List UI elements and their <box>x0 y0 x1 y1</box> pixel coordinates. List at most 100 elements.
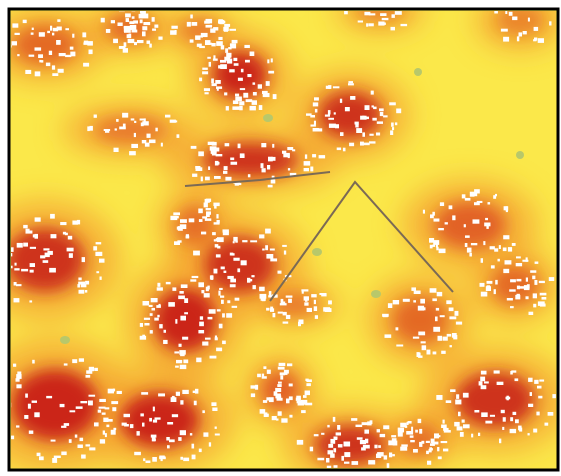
speckle <box>305 391 310 396</box>
speckle <box>111 401 118 404</box>
speckle <box>231 162 238 165</box>
speckle <box>40 255 45 258</box>
speckle <box>328 300 332 304</box>
speckle <box>202 216 207 218</box>
speckle <box>340 132 344 136</box>
speckle <box>100 439 105 443</box>
speckle <box>220 296 224 298</box>
speckle <box>101 18 105 23</box>
speckle <box>277 384 281 387</box>
speckle <box>213 59 218 61</box>
speckle <box>427 350 431 355</box>
speckle <box>196 358 201 363</box>
speckle <box>247 278 250 283</box>
speckle <box>21 269 28 272</box>
speckle <box>53 28 58 32</box>
speckle <box>437 447 439 451</box>
speckle <box>105 407 110 409</box>
speckle <box>391 123 394 127</box>
speckle <box>260 294 267 299</box>
speckle <box>166 437 170 441</box>
speckle <box>157 315 159 318</box>
speckle <box>211 402 216 406</box>
speckle <box>140 20 143 24</box>
speckle <box>268 71 274 74</box>
speckle <box>422 345 427 350</box>
speckle <box>179 291 183 294</box>
speckle <box>449 316 456 319</box>
page: {} (() => { const NS = 'http://www.w3.or… <box>0 0 561 476</box>
speckle <box>199 449 202 453</box>
speckle <box>187 22 191 27</box>
speckle <box>268 185 273 188</box>
speckle <box>198 330 204 333</box>
speckle <box>512 243 516 246</box>
speckle <box>208 317 213 320</box>
speckle <box>234 63 239 66</box>
speckle <box>503 269 509 273</box>
speckle <box>210 356 217 359</box>
speckle <box>218 19 223 24</box>
speckle <box>396 345 403 347</box>
speckle <box>67 248 74 252</box>
speckle <box>217 88 219 91</box>
speckle <box>86 370 92 374</box>
speckle <box>247 74 251 77</box>
speckle <box>284 251 286 255</box>
speckle <box>313 102 318 106</box>
speckle <box>197 44 202 47</box>
speckle <box>501 410 505 413</box>
speckle <box>52 458 57 463</box>
speckle <box>509 12 513 16</box>
speckle <box>142 14 149 19</box>
speckle <box>464 224 466 227</box>
speckle <box>548 412 554 416</box>
speckle <box>477 201 483 203</box>
speckle <box>465 235 470 238</box>
speckle <box>438 228 444 230</box>
speckle <box>201 177 203 182</box>
speckle <box>437 292 443 296</box>
speckle <box>507 396 509 401</box>
speckle <box>77 284 80 287</box>
green-spot <box>371 290 381 298</box>
speckle <box>328 118 334 120</box>
speckle <box>201 232 206 235</box>
speckle <box>261 163 264 168</box>
speckle <box>32 360 35 364</box>
speckle <box>35 47 42 50</box>
red-blob <box>212 51 268 99</box>
speckle <box>485 421 492 424</box>
speckle <box>184 298 188 303</box>
speckle <box>140 323 143 327</box>
speckle <box>491 265 495 268</box>
speckle <box>418 306 424 311</box>
speckle <box>113 39 118 43</box>
speckle <box>303 395 307 398</box>
speckle <box>125 27 129 30</box>
speckle <box>134 121 136 123</box>
speckle <box>455 311 459 316</box>
speckle <box>265 245 268 250</box>
speckle <box>538 396 542 399</box>
speckle <box>72 34 74 38</box>
speckle <box>125 13 131 17</box>
speckle <box>327 466 331 468</box>
speckle <box>168 302 175 307</box>
speckle <box>469 253 472 257</box>
speckle <box>278 312 283 314</box>
speckle <box>415 430 418 433</box>
speckle <box>58 69 64 73</box>
speckle <box>279 363 286 366</box>
speckle <box>430 245 433 249</box>
speckle <box>380 13 386 16</box>
speckle <box>456 322 462 325</box>
speckle <box>217 309 221 311</box>
speckle <box>170 120 176 123</box>
speckle <box>490 415 495 417</box>
speckle <box>23 243 28 247</box>
red-blob <box>434 201 506 249</box>
speckle <box>89 50 93 55</box>
speckle <box>143 301 150 306</box>
speckle <box>484 381 489 383</box>
